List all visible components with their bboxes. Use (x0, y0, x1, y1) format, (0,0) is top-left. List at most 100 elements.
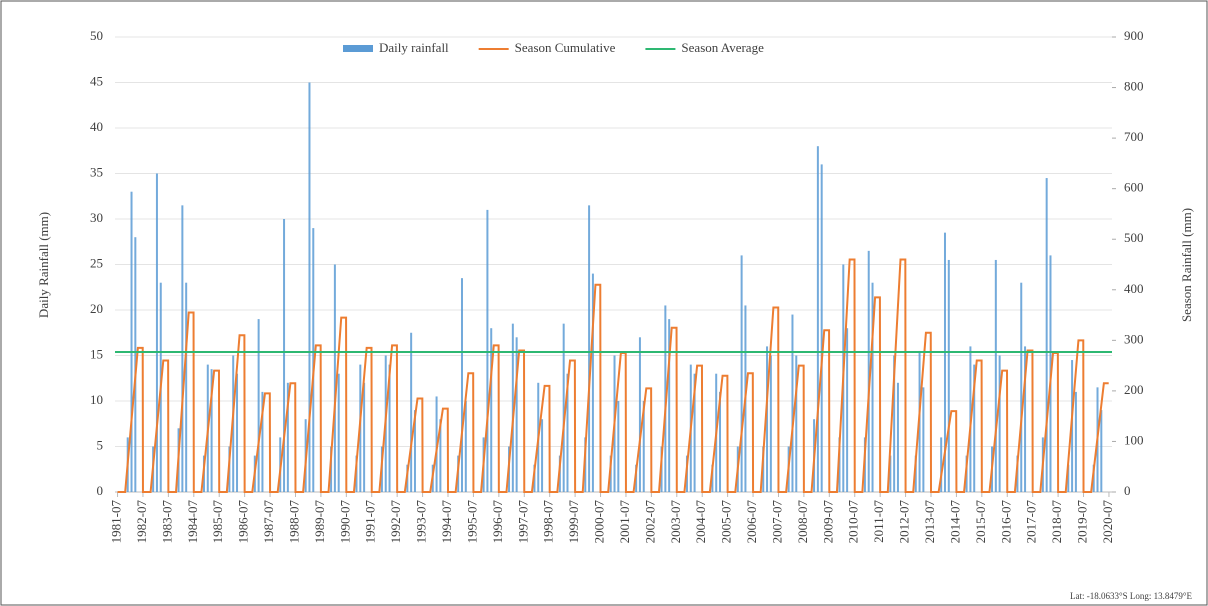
bar (486, 209, 489, 492)
bar (1067, 464, 1070, 492)
bar (893, 355, 896, 492)
y2-axis-label: Season Rainfall (mm) (1179, 208, 1194, 322)
x-tick-label: 2012-07 (897, 500, 912, 544)
y2-tick-label: 0 (1124, 483, 1131, 498)
x-tick-label: 2013-07 (922, 500, 937, 544)
x-tick-label: 1994-07 (439, 500, 454, 544)
x-tick-label: 2007-07 (769, 500, 784, 544)
bar (795, 355, 798, 492)
bar (286, 382, 289, 492)
bar (261, 391, 264, 492)
bar (308, 82, 311, 492)
x-tick-label: 1983-07 (159, 500, 174, 544)
bar (914, 455, 917, 492)
x-tick-label: 2016-07 (998, 500, 1013, 544)
bar (515, 337, 518, 492)
bar (155, 173, 158, 492)
bar (994, 259, 997, 492)
y-tick-label: 20 (90, 301, 103, 316)
bar (363, 382, 366, 492)
y2-tick-label: 300 (1124, 331, 1144, 346)
bar (617, 401, 620, 492)
bar (896, 382, 899, 492)
legend-label: Season Average (681, 40, 764, 55)
bar (838, 437, 841, 492)
y-tick-label: 45 (90, 73, 103, 88)
x-tick-label: 2018-07 (1049, 500, 1064, 544)
x-tick-label: 1985-07 (210, 500, 225, 544)
bar (210, 369, 213, 492)
bar (511, 323, 514, 492)
bar (820, 164, 823, 492)
bar (998, 355, 1001, 492)
annotation: Lat: -18.0633°S Long: 13.8479°E (1070, 591, 1192, 601)
y-tick-label: 25 (90, 255, 103, 270)
x-tick-label: 2010-07 (846, 500, 861, 544)
bar (236, 373, 239, 492)
y-tick-label: 35 (90, 164, 103, 179)
x-tick-label: 2015-07 (973, 500, 988, 544)
x-tick-label: 2000-07 (592, 500, 607, 544)
x-tick-label: 2008-07 (795, 500, 810, 544)
bar (439, 419, 442, 492)
x-tick-label: 2009-07 (820, 500, 835, 544)
x-tick-label: 2004-07 (693, 500, 708, 544)
y-axis-label: Daily Rainfall (mm) (36, 212, 51, 318)
x-tick-label: 1993-07 (414, 500, 429, 544)
y-tick-label: 50 (90, 28, 103, 43)
bar (337, 373, 340, 492)
x-tick-label: 2002-07 (642, 500, 657, 544)
bar (791, 314, 794, 492)
bar (130, 191, 133, 492)
bar (719, 391, 722, 492)
y2-tick-label: 500 (1124, 230, 1144, 245)
x-tick-label: 1984-07 (185, 500, 200, 544)
y2-tick-label: 200 (1124, 382, 1144, 397)
bar (185, 282, 188, 492)
bar (333, 264, 336, 492)
x-tick-label: 1982-07 (134, 500, 149, 544)
y2-tick-label: 800 (1124, 79, 1144, 94)
x-tick-label: 2019-07 (1075, 500, 1090, 544)
bar (1074, 391, 1077, 492)
bar (541, 419, 544, 492)
bar (1100, 410, 1103, 492)
bar (1020, 282, 1023, 492)
y-tick-label: 10 (90, 392, 103, 407)
bar (943, 232, 946, 492)
bar (871, 282, 874, 492)
bar (638, 337, 641, 492)
bar (134, 237, 137, 492)
bar (947, 259, 950, 492)
x-tick-label: 2014-07 (947, 500, 962, 544)
bar (889, 455, 892, 492)
bar (740, 255, 743, 492)
x-tick-label: 1990-07 (337, 500, 352, 544)
bar (312, 228, 315, 492)
bar (1024, 346, 1027, 492)
x-tick-label: 1995-07 (464, 500, 479, 544)
x-tick-label: 1987-07 (261, 500, 276, 544)
x-tick-label: 1999-07 (566, 500, 581, 544)
bar (867, 250, 870, 492)
x-tick-label: 2001-07 (617, 500, 632, 544)
bar (464, 401, 467, 492)
x-tick-label: 1996-07 (490, 500, 505, 544)
legend-label: Season Cumulative (515, 40, 616, 55)
bar (766, 346, 769, 492)
bar (410, 332, 413, 492)
y-tick-label: 5 (97, 437, 104, 452)
legend-swatch (343, 45, 373, 52)
y-tick-label: 0 (97, 483, 104, 498)
bar (940, 437, 943, 492)
y2-tick-label: 400 (1124, 281, 1144, 296)
y2-tick-label: 900 (1124, 28, 1144, 43)
x-tick-label: 2011-07 (871, 500, 886, 543)
bar (490, 328, 493, 492)
bar (591, 273, 594, 492)
x-tick-label: 1986-07 (236, 500, 251, 544)
bar (388, 364, 391, 492)
bar (181, 205, 184, 492)
x-tick-label: 2017-07 (1024, 500, 1039, 544)
